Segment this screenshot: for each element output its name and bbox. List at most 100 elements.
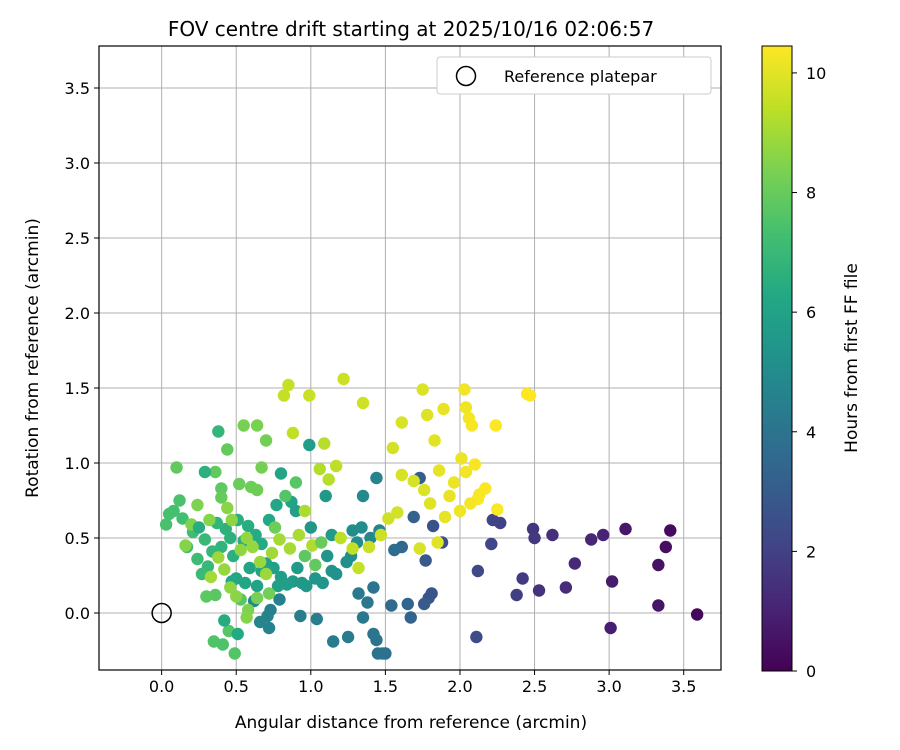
data-point xyxy=(432,464,446,477)
data-point xyxy=(491,503,504,516)
data-point xyxy=(367,627,380,641)
data-point xyxy=(289,476,303,489)
data-point xyxy=(200,590,213,603)
legend-marker xyxy=(455,65,477,87)
data-point xyxy=(367,581,380,594)
data-point xyxy=(568,557,582,570)
grid-lines xyxy=(99,46,721,670)
data-point xyxy=(326,635,340,648)
data-point xyxy=(310,612,323,626)
legend-label: Reference platepar xyxy=(504,67,657,86)
data-point xyxy=(313,462,326,476)
y-axis-label: Rotation from reference (arcmin) xyxy=(23,218,43,498)
data-point xyxy=(455,452,468,465)
data-point xyxy=(191,552,204,566)
data-point xyxy=(219,522,232,536)
x-tick-label: 0.0 xyxy=(149,677,174,696)
data-point xyxy=(382,512,395,525)
data-point xyxy=(585,533,598,546)
data-point xyxy=(395,468,408,482)
data-point xyxy=(179,539,192,552)
colorbar-tick-label: 0 xyxy=(806,662,816,681)
data-point xyxy=(464,497,477,510)
data-point xyxy=(218,614,231,627)
data-point xyxy=(420,408,434,422)
y-tick-label: 3.0 xyxy=(65,154,90,173)
data-point xyxy=(401,597,414,611)
y-tick-label: 1.5 xyxy=(65,379,90,398)
data-point xyxy=(356,396,370,410)
data-point xyxy=(362,540,376,554)
x-tick-label: 3.5 xyxy=(671,677,696,696)
data-point xyxy=(416,383,429,396)
data-point xyxy=(204,570,218,584)
data-point xyxy=(255,461,268,474)
data-point xyxy=(459,401,473,414)
data-point xyxy=(489,419,502,432)
colorbar-tick-label: 2 xyxy=(806,542,816,561)
data-point xyxy=(277,389,291,402)
data-point xyxy=(395,416,408,429)
x-tick-label: 1.5 xyxy=(373,677,398,696)
y-tick-label: 2.5 xyxy=(65,229,90,248)
data-point xyxy=(250,579,264,593)
y-axis-ticks: 0.0 0.5 1.0 1.5 2.0 2.5 3.0 3.5 xyxy=(65,79,99,623)
data-point xyxy=(346,524,359,537)
data-point xyxy=(413,542,426,555)
data-point xyxy=(221,501,234,515)
data-point xyxy=(259,567,273,581)
data-point xyxy=(318,437,331,450)
data-point xyxy=(246,540,259,554)
colorbar-ticks: 0 2 4 6 8 10 xyxy=(792,64,826,681)
reference-marker xyxy=(151,602,172,624)
data-point xyxy=(212,425,225,438)
data-point xyxy=(652,558,665,572)
data-point xyxy=(465,419,479,432)
chart-title: FOV centre drift starting at 2025/10/16 … xyxy=(168,17,654,41)
data-point xyxy=(176,512,189,525)
data-point xyxy=(283,542,297,555)
data-point xyxy=(303,389,316,402)
data-point xyxy=(265,546,279,560)
colorbar-label: Hours from first FF file xyxy=(842,263,862,453)
data-point xyxy=(291,561,304,575)
data-point xyxy=(198,465,212,479)
data-point xyxy=(447,476,461,489)
data-point xyxy=(309,558,322,572)
data-point xyxy=(485,537,498,551)
data-point xyxy=(341,630,355,644)
data-point xyxy=(315,536,328,549)
data-point xyxy=(443,489,456,503)
data-point xyxy=(253,555,267,569)
data-point xyxy=(391,506,404,519)
data-point xyxy=(273,533,286,546)
data-point xyxy=(173,494,186,507)
y-tick-label: 2.0 xyxy=(65,304,90,323)
data-point xyxy=(259,434,273,447)
data-point xyxy=(212,551,225,564)
data-point xyxy=(423,497,437,510)
data-point xyxy=(385,599,398,612)
data-point xyxy=(298,504,312,518)
data-point xyxy=(233,477,246,491)
data-point xyxy=(209,465,222,479)
data-point xyxy=(241,519,255,533)
data-point xyxy=(253,615,267,629)
x-axis-label: Angular distance from reference (arcmin) xyxy=(235,713,587,733)
data-point xyxy=(528,531,541,545)
plot-frame xyxy=(98,45,722,671)
colorbar-tick-label: 6 xyxy=(806,303,816,322)
data-point xyxy=(388,543,401,557)
data-point xyxy=(270,498,283,512)
data-point xyxy=(596,528,610,542)
data-point xyxy=(352,561,365,575)
data-point xyxy=(228,647,241,660)
data-point xyxy=(468,458,482,471)
data-point xyxy=(250,483,264,497)
data-point xyxy=(604,621,617,635)
data-point xyxy=(162,507,176,521)
data-point xyxy=(309,572,322,585)
data-point xyxy=(334,531,347,545)
data-point xyxy=(532,584,546,597)
